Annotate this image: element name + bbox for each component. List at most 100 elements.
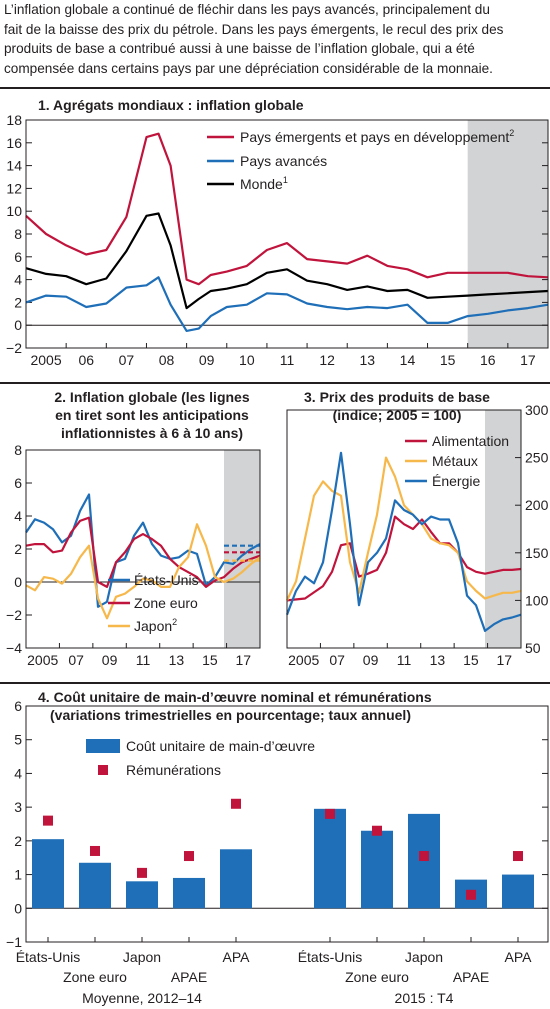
y-tick-label: 2 [14, 294, 22, 310]
plot-frame [25, 119, 549, 349]
x-tick-label: 15 [440, 352, 456, 368]
marker-compensation [184, 851, 194, 862]
bar-labor-cost [502, 874, 534, 909]
x-tick-label: 09 [363, 652, 379, 668]
panel-4-title-line: 4. Coût unitaire de main-d’œuvre nominal… [38, 689, 432, 705]
plot-frame [25, 449, 261, 649]
panel-4-chart: 4. Coût unitaire de main-d’œuvre nominal… [6, 689, 549, 1006]
marker-compensation [325, 808, 335, 819]
legend-item: Coût unitaire de main-d’œuvre [126, 738, 315, 754]
legend-item-name: Coût unitaire de main-d’œuvre [126, 738, 315, 754]
y-tick-label: 200 [525, 497, 549, 513]
x-tick-label: 06 [78, 352, 94, 368]
x-tick-label: 08 [159, 352, 175, 368]
intro-line: compensée dans certains pays par une dép… [4, 60, 493, 76]
x-tick-label: 07 [68, 652, 84, 668]
x-tick-label: Japon [123, 949, 161, 965]
x-tick-label: États-Unis [298, 949, 363, 965]
series-line--tats-unis [25, 493, 261, 608]
marker-compensation [466, 889, 476, 900]
bar-labor-cost [32, 839, 64, 909]
panel-2-chart: 2. Inflation globale (les lignes en tire… [6, 389, 261, 668]
series-line-japon [25, 523, 261, 620]
bar-labor-cost [126, 881, 158, 909]
legend-item: Monde1 [240, 175, 288, 192]
y-tick-label: 4 [14, 508, 22, 524]
y-tick-label: 8 [14, 226, 22, 242]
panel-1-title: 1. Agrégats mondiaux : inflation globale [38, 97, 304, 113]
series-line-zone-euro [25, 516, 261, 588]
bar-labor-cost [314, 808, 346, 909]
y-tick-label: 50 [525, 640, 541, 656]
y-tick-label: 0 [14, 900, 22, 916]
y-tick-label: 18 [6, 112, 22, 128]
legend-item-name: Zone euro [134, 595, 198, 611]
panel-3-chart: 3. Prix des produits de base (indice; 20… [285, 389, 549, 668]
y-tick-label: 6 [14, 475, 22, 491]
y-tick-label: 150 [525, 545, 549, 561]
x-tick-label: 2005 [27, 652, 58, 668]
series-line-m-taux [286, 456, 522, 601]
marker-compensation [137, 867, 147, 878]
series-line-pays-mergents-et-pays-en-d-veloppement [25, 132, 549, 286]
projection-shading [485, 410, 521, 648]
legend-item: Métaux [432, 453, 478, 469]
legend-item-name: États-Unis [134, 572, 199, 588]
y-tick-label: 2 [14, 833, 22, 849]
y-tick-label: −2 [6, 340, 22, 356]
legend-item-name: Japon [134, 618, 172, 634]
y-tick-label: 8 [14, 442, 22, 458]
marker-compensation [231, 798, 241, 809]
marker-compensation [513, 851, 523, 862]
legend-item-name: Pays émergents et pays en développement [240, 129, 509, 145]
legend-item: Japon2 [134, 617, 177, 634]
legend-item: Énergie [432, 473, 480, 489]
legend-item-name: Rémunérations [126, 762, 221, 778]
y-tick-label: 4 [14, 765, 22, 781]
bar-labor-cost [408, 813, 440, 909]
y-tick-label: −4 [6, 640, 22, 656]
series-line-alimentation [286, 515, 522, 602]
marker-compensation [90, 845, 100, 856]
x-tick-label: Zone euro [345, 969, 409, 985]
y-tick-label: 5 [14, 732, 22, 748]
marker-compensation [419, 851, 429, 862]
y-tick-label: 6 [14, 249, 22, 265]
y-tick-label: 14 [6, 158, 22, 174]
y-tick-label: 2 [14, 541, 22, 557]
y-tick-label: 250 [525, 450, 549, 466]
y-tick-label: 100 [525, 592, 549, 608]
series-line-monde [25, 212, 549, 310]
x-tick-label: 11 [280, 352, 295, 368]
legend-item: Alimentation [432, 433, 509, 449]
legend-item-footnote: 2 [172, 617, 177, 627]
x-tick-label: 16 [480, 352, 496, 368]
x-tick-label: 2005 [30, 352, 61, 368]
x-tick-label: 09 [199, 352, 215, 368]
legend-item: Pays émergents et pays en développement2 [240, 128, 514, 145]
x-tick-label: Japon [405, 949, 443, 965]
y-tick-label: −2 [6, 607, 22, 623]
legend-item-name: Monde [240, 176, 283, 192]
panel-3-title-line: 3. Prix des produits de base [304, 389, 490, 405]
bar-labor-cost [361, 830, 393, 909]
x-tick-label: 13 [430, 652, 446, 668]
x-tick-label: Zone euro [63, 969, 127, 985]
y-tick-label: 3 [14, 799, 22, 815]
x-tick-label: 17 [235, 652, 251, 668]
panel-2-title-line: inflationnistes à 6 à 10 ans) [61, 425, 243, 441]
x-tick-label: 12 [319, 352, 335, 368]
projection-shading [224, 450, 260, 648]
y-tick-label: 1 [14, 867, 22, 883]
group-label: 2015 : T4 [395, 990, 454, 1006]
plot-frame [25, 705, 549, 943]
x-tick-label: 10 [239, 352, 255, 368]
plot-frame [286, 409, 522, 649]
x-tick-label: 13 [360, 352, 376, 368]
x-tick-label: APAE [453, 969, 489, 985]
legend-item-name: Alimentation [432, 433, 509, 449]
legend-item-name: Pays avancés [240, 153, 327, 169]
y-tick-label: 4 [14, 272, 22, 288]
y-tick-label: 6 [14, 698, 22, 714]
x-tick-label: 11 [397, 652, 412, 668]
